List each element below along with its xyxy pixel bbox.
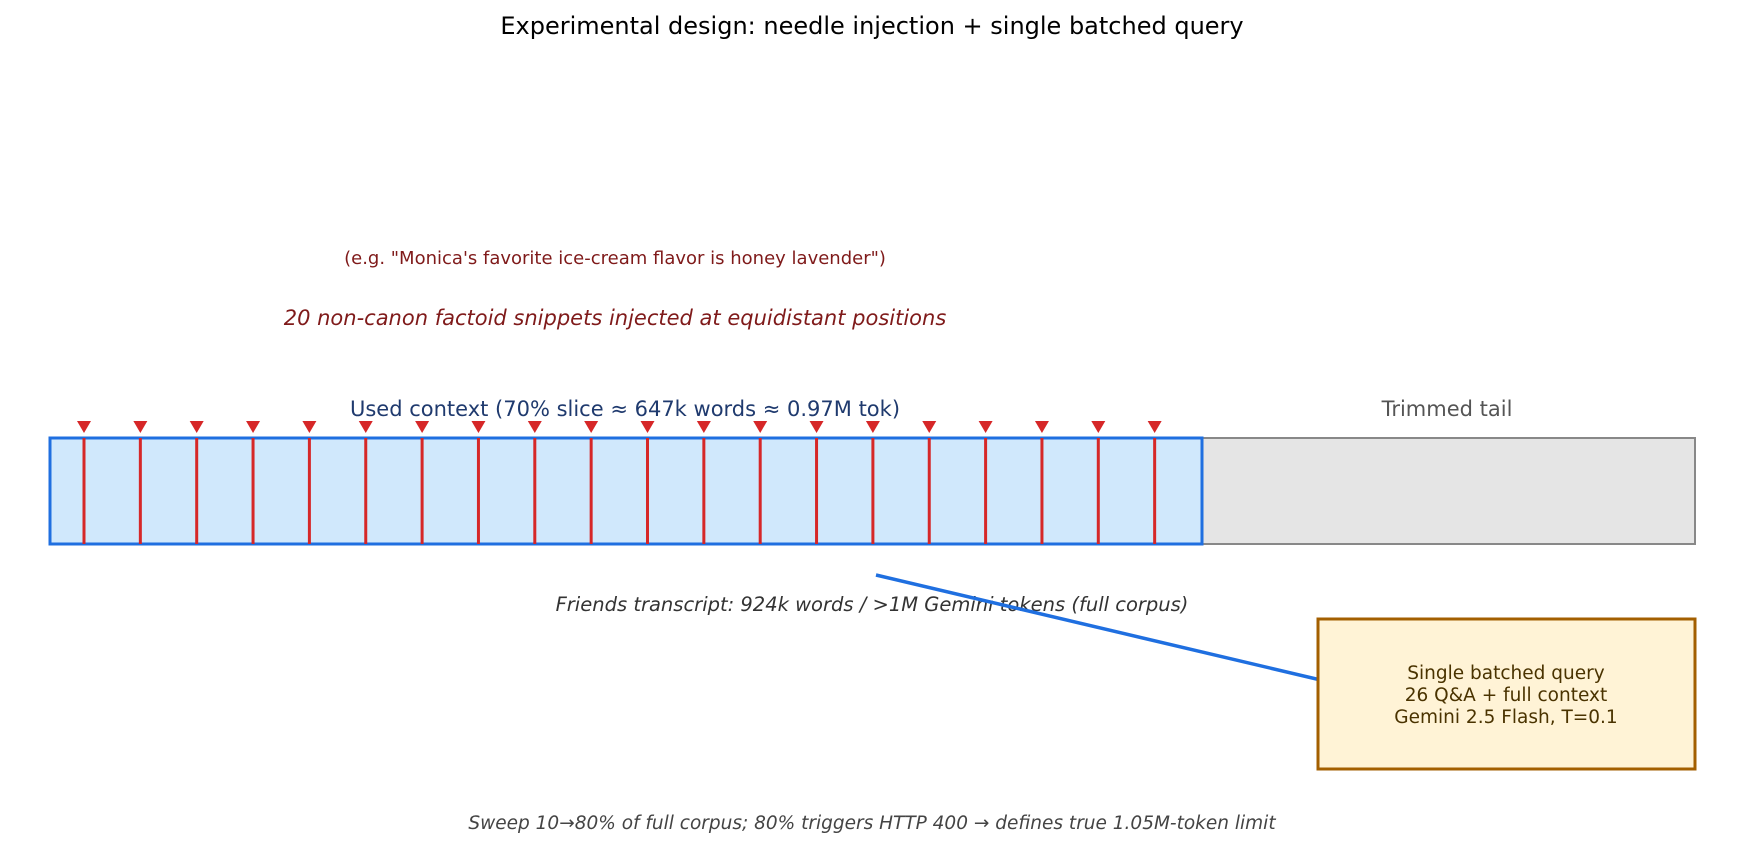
needle-marker-icon (753, 421, 768, 433)
diagram-title: Experimental design: needle injection + … (500, 12, 1243, 40)
query-line-3: Gemini 2.5 Flash, T=0.1 (1394, 707, 1617, 728)
needle-marker-icon (809, 421, 824, 433)
needle-marker-icon (77, 421, 91, 433)
needle-marker-icon (584, 421, 599, 433)
needle-example-text: (e.g. "Monica's favorite ice-cream flavo… (344, 248, 886, 269)
needle-marker-icon (1147, 421, 1162, 433)
needle-marker-icon (865, 421, 880, 433)
needle-marker-icon (189, 421, 204, 433)
query-box (1316, 617, 1697, 771)
needle-marker-icon (302, 421, 317, 433)
needle-marker-icon (978, 421, 993, 433)
needle-description: 20 non-canon factoid snippets injected a… (284, 306, 947, 330)
needle-marker-icon (1034, 421, 1049, 433)
needle-marker-icon (640, 421, 655, 433)
trimmed-tail-label: Trimmed tail (1381, 397, 1513, 421)
needle-marker-icon (922, 421, 937, 433)
query-line-1: Single batched query (1407, 663, 1604, 684)
needle-marker-icon (415, 421, 430, 433)
query-line-2: 26 Q&A + full context (1405, 685, 1607, 706)
needle-marker-icon (527, 421, 542, 433)
used-context-bar (48, 436, 1204, 546)
sweep-caption: Sweep 10→80% of full corpus; 80% trigger… (468, 813, 1276, 834)
corpus-caption: Friends transcript: 924k words / >1M Gem… (556, 593, 1189, 616)
trimmed-tail-bar (1201, 437, 1696, 545)
needle-marker-icon (133, 421, 148, 433)
used-context-label: Used context (70% slice ≈ 647k words ≈ 0… (350, 397, 900, 421)
needle-marker-icon (1091, 421, 1106, 433)
needle-marker-icon (246, 421, 261, 433)
needle-marker-icon (471, 421, 486, 433)
needle-markers (77, 421, 1162, 544)
needle-marker-icon (358, 421, 373, 433)
needle-marker-icon (696, 421, 711, 433)
query-arrow (875, 573, 1380, 694)
